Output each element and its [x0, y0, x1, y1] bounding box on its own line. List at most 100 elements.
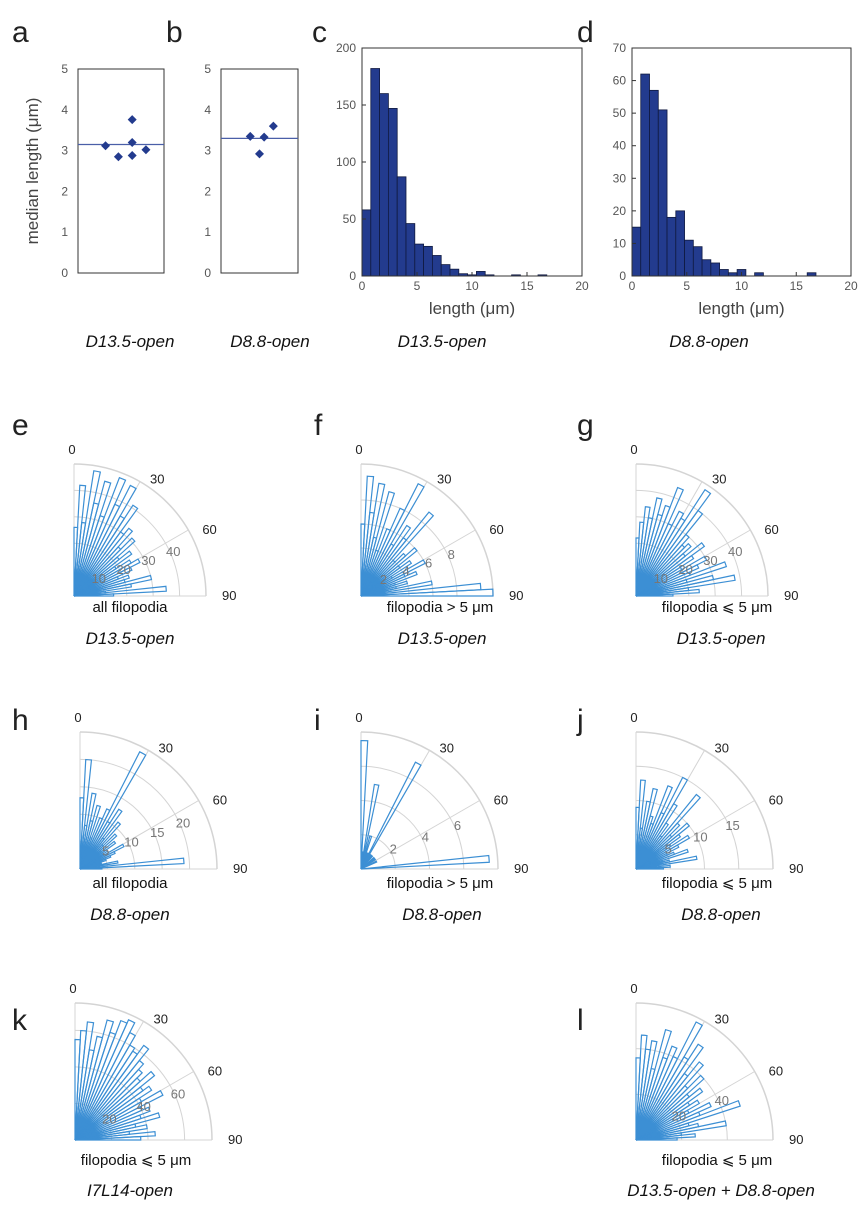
rose-wedge: [360, 854, 374, 870]
rose-wedge: [74, 1135, 142, 1141]
rose-wedge: [635, 1034, 648, 1141]
y-tick-label: 4: [204, 103, 211, 117]
rose-wedge: [635, 779, 646, 870]
caption-k: I7L14-open: [87, 1181, 173, 1200]
rose-wedge: [635, 1040, 658, 1141]
rose-wedge: [74, 1019, 115, 1141]
panel-label-e: e: [12, 409, 29, 442]
rose-wedge: [360, 858, 377, 870]
rose-wedge: [635, 776, 689, 870]
rose-wedge: [79, 821, 122, 870]
histogram-bar: [631, 226, 642, 277]
rose-wedge: [360, 739, 369, 870]
angle-label: 60: [208, 1064, 222, 1079]
radial-tick-label: 10: [124, 834, 138, 849]
rose-wedge: [74, 1070, 156, 1141]
histogram-bar: [692, 246, 703, 277]
rose-wedge: [635, 564, 700, 597]
rose-wedge: [79, 858, 107, 870]
rose-wedge: [635, 486, 685, 597]
rose-wedge: [635, 593, 674, 597]
outer-ring: [635, 463, 769, 597]
radial-tick-label: 6: [454, 818, 461, 833]
x-tick-label: 10: [465, 279, 479, 293]
data-point: [245, 131, 255, 141]
rose-wedge: [635, 834, 691, 870]
histogram-bar: [431, 255, 442, 277]
data-point: [101, 141, 111, 151]
radial-tick-label: 20: [102, 1112, 116, 1127]
angle-label: 0: [630, 442, 637, 457]
rose-wedge: [635, 561, 728, 597]
panel-label-f: f: [314, 409, 323, 442]
grid-ring: [79, 813, 136, 870]
rose-wedge: [360, 854, 490, 870]
rose-wedge: [635, 793, 702, 870]
outer-ring: [74, 1002, 213, 1141]
histogram-bar: [414, 243, 424, 277]
y-tick-label: 2: [61, 184, 68, 198]
angle-label: 90: [784, 588, 798, 603]
rose-wedge: [73, 574, 130, 597]
radial-tick-label: 40: [166, 544, 180, 559]
rose-wedge: [635, 542, 692, 597]
histogram-bar: [675, 210, 685, 277]
rose-wedge: [74, 1044, 150, 1141]
grid-ring: [74, 1029, 186, 1141]
radial-tick-label: 2: [390, 841, 397, 856]
rose-wedge: [74, 1106, 151, 1141]
rose-wedge: [79, 860, 119, 870]
rose-wedge: [74, 1124, 148, 1141]
histogram-bar: [684, 239, 694, 277]
angle-label: 30: [159, 740, 173, 755]
y-tick-label: 100: [336, 155, 356, 169]
histogram-bar: [379, 93, 389, 277]
angle-label: 30: [712, 472, 726, 487]
rose-wedge: [635, 509, 704, 597]
rose-wedge: [635, 497, 663, 597]
rose-wedge: [360, 860, 378, 870]
chart-e: 0 30 60 90 10 20 30 40 all filopodia: [68, 442, 236, 616]
rose-wedge: [635, 533, 690, 597]
radial-tick-label: 5: [665, 841, 672, 856]
plot-frame: [77, 68, 165, 274]
subcaption-g: filopodia ⩽ 5 μm: [662, 599, 772, 616]
rose-wedge: [79, 857, 185, 870]
radial-tick-label: 4: [422, 830, 429, 845]
y-axis-label: median length (μm): [23, 98, 42, 245]
panel-label-b: b: [166, 16, 183, 49]
rose-wedge: [635, 1120, 727, 1141]
chart-g: 0 30 60 90 10 20 30 40 filopodia ⩽ 5 μm: [630, 442, 798, 616]
rose-wedge: [635, 822, 681, 870]
histogram-bar: [657, 109, 668, 277]
rose-wedge: [79, 854, 112, 870]
y-tick-label: 0: [619, 269, 626, 283]
rose-wedge: [635, 1137, 678, 1141]
angle-label: 0: [630, 710, 637, 725]
radial-tick-label: 60: [171, 1087, 185, 1102]
angle-label: 30: [440, 740, 454, 755]
radial-tick-label: 20: [672, 1108, 686, 1123]
caption-d: D8.8-open: [669, 332, 748, 351]
subcaption-e: all filopodia: [92, 599, 168, 616]
rose-wedge: [635, 1099, 741, 1141]
grid-ring: [635, 765, 740, 870]
histogram-bar: [423, 245, 433, 277]
x-tick-label: 20: [844, 279, 858, 293]
rose-wedge: [73, 566, 133, 597]
angle-label: 90: [228, 1132, 242, 1147]
outer-ring: [635, 1002, 774, 1141]
rose-wedge: [73, 593, 115, 597]
angle-label: 90: [509, 588, 523, 603]
rose-wedge: [73, 583, 133, 597]
chart-f: 0 30 60 90 24 6 8 filopodia > 5 μm: [355, 442, 523, 616]
angle-label: 30: [437, 472, 451, 487]
rose-wedge: [74, 1031, 137, 1141]
data-point: [127, 115, 137, 125]
rose-wedge: [74, 1044, 136, 1141]
rose-wedge: [360, 475, 375, 597]
rose-wedge: [79, 843, 125, 870]
radial-tick-label: 20: [678, 562, 692, 577]
caption-j: D8.8-open: [681, 905, 760, 924]
